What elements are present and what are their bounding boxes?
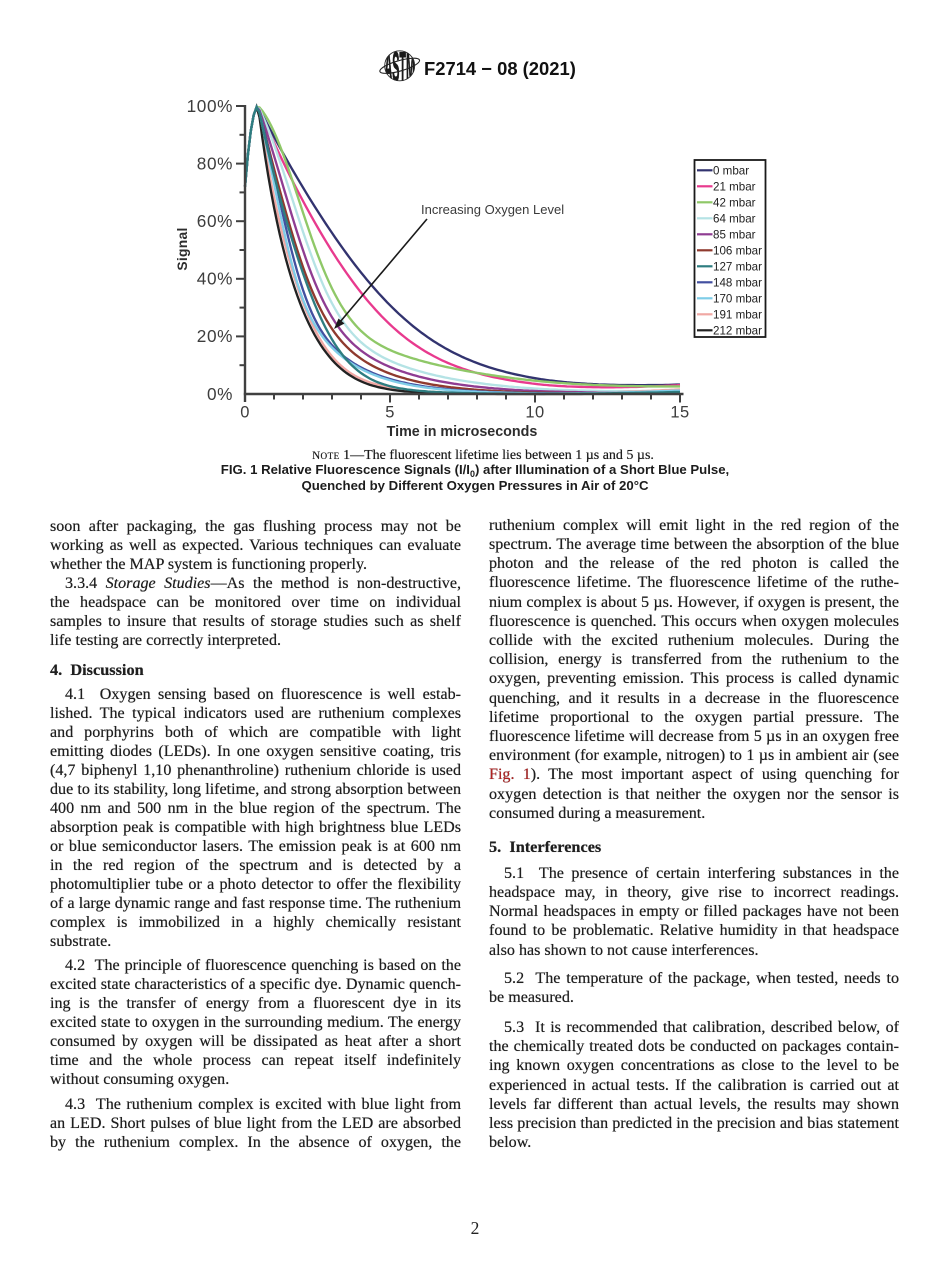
svg-text:ASTM: ASTM [384, 48, 415, 84]
svg-text:0%: 0% [207, 384, 233, 404]
svg-text:80%: 80% [197, 153, 233, 173]
svg-text:106 mbar: 106 mbar [713, 245, 762, 258]
svg-text:42 mbar: 42 mbar [713, 197, 756, 210]
svg-text:21 mbar: 21 mbar [713, 181, 756, 194]
svg-text:170 mbar: 170 mbar [713, 293, 762, 306]
svg-text:10: 10 [525, 404, 544, 422]
svg-text:Time in microseconds: Time in microseconds [387, 424, 538, 440]
svg-text:40%: 40% [197, 269, 233, 289]
svg-text:Increasing Oxygen Level: Increasing Oxygen Level [421, 202, 564, 217]
svg-text:5: 5 [385, 404, 395, 422]
svg-text:85 mbar: 85 mbar [713, 229, 756, 242]
svg-text:20%: 20% [197, 326, 233, 346]
svg-text:127 mbar: 127 mbar [713, 261, 762, 274]
svg-text:148 mbar: 148 mbar [713, 277, 762, 290]
svg-text:0: 0 [240, 404, 250, 422]
svg-text:212 mbar: 212 mbar [713, 325, 762, 338]
svg-text:191 mbar: 191 mbar [713, 309, 762, 322]
svg-text:15: 15 [670, 404, 689, 422]
svg-text:0 mbar: 0 mbar [713, 165, 749, 178]
svg-text:Signal: Signal [175, 227, 190, 270]
svg-text:64 mbar: 64 mbar [713, 213, 756, 226]
svg-text:100%: 100% [187, 96, 233, 116]
svg-text:60%: 60% [197, 211, 233, 231]
